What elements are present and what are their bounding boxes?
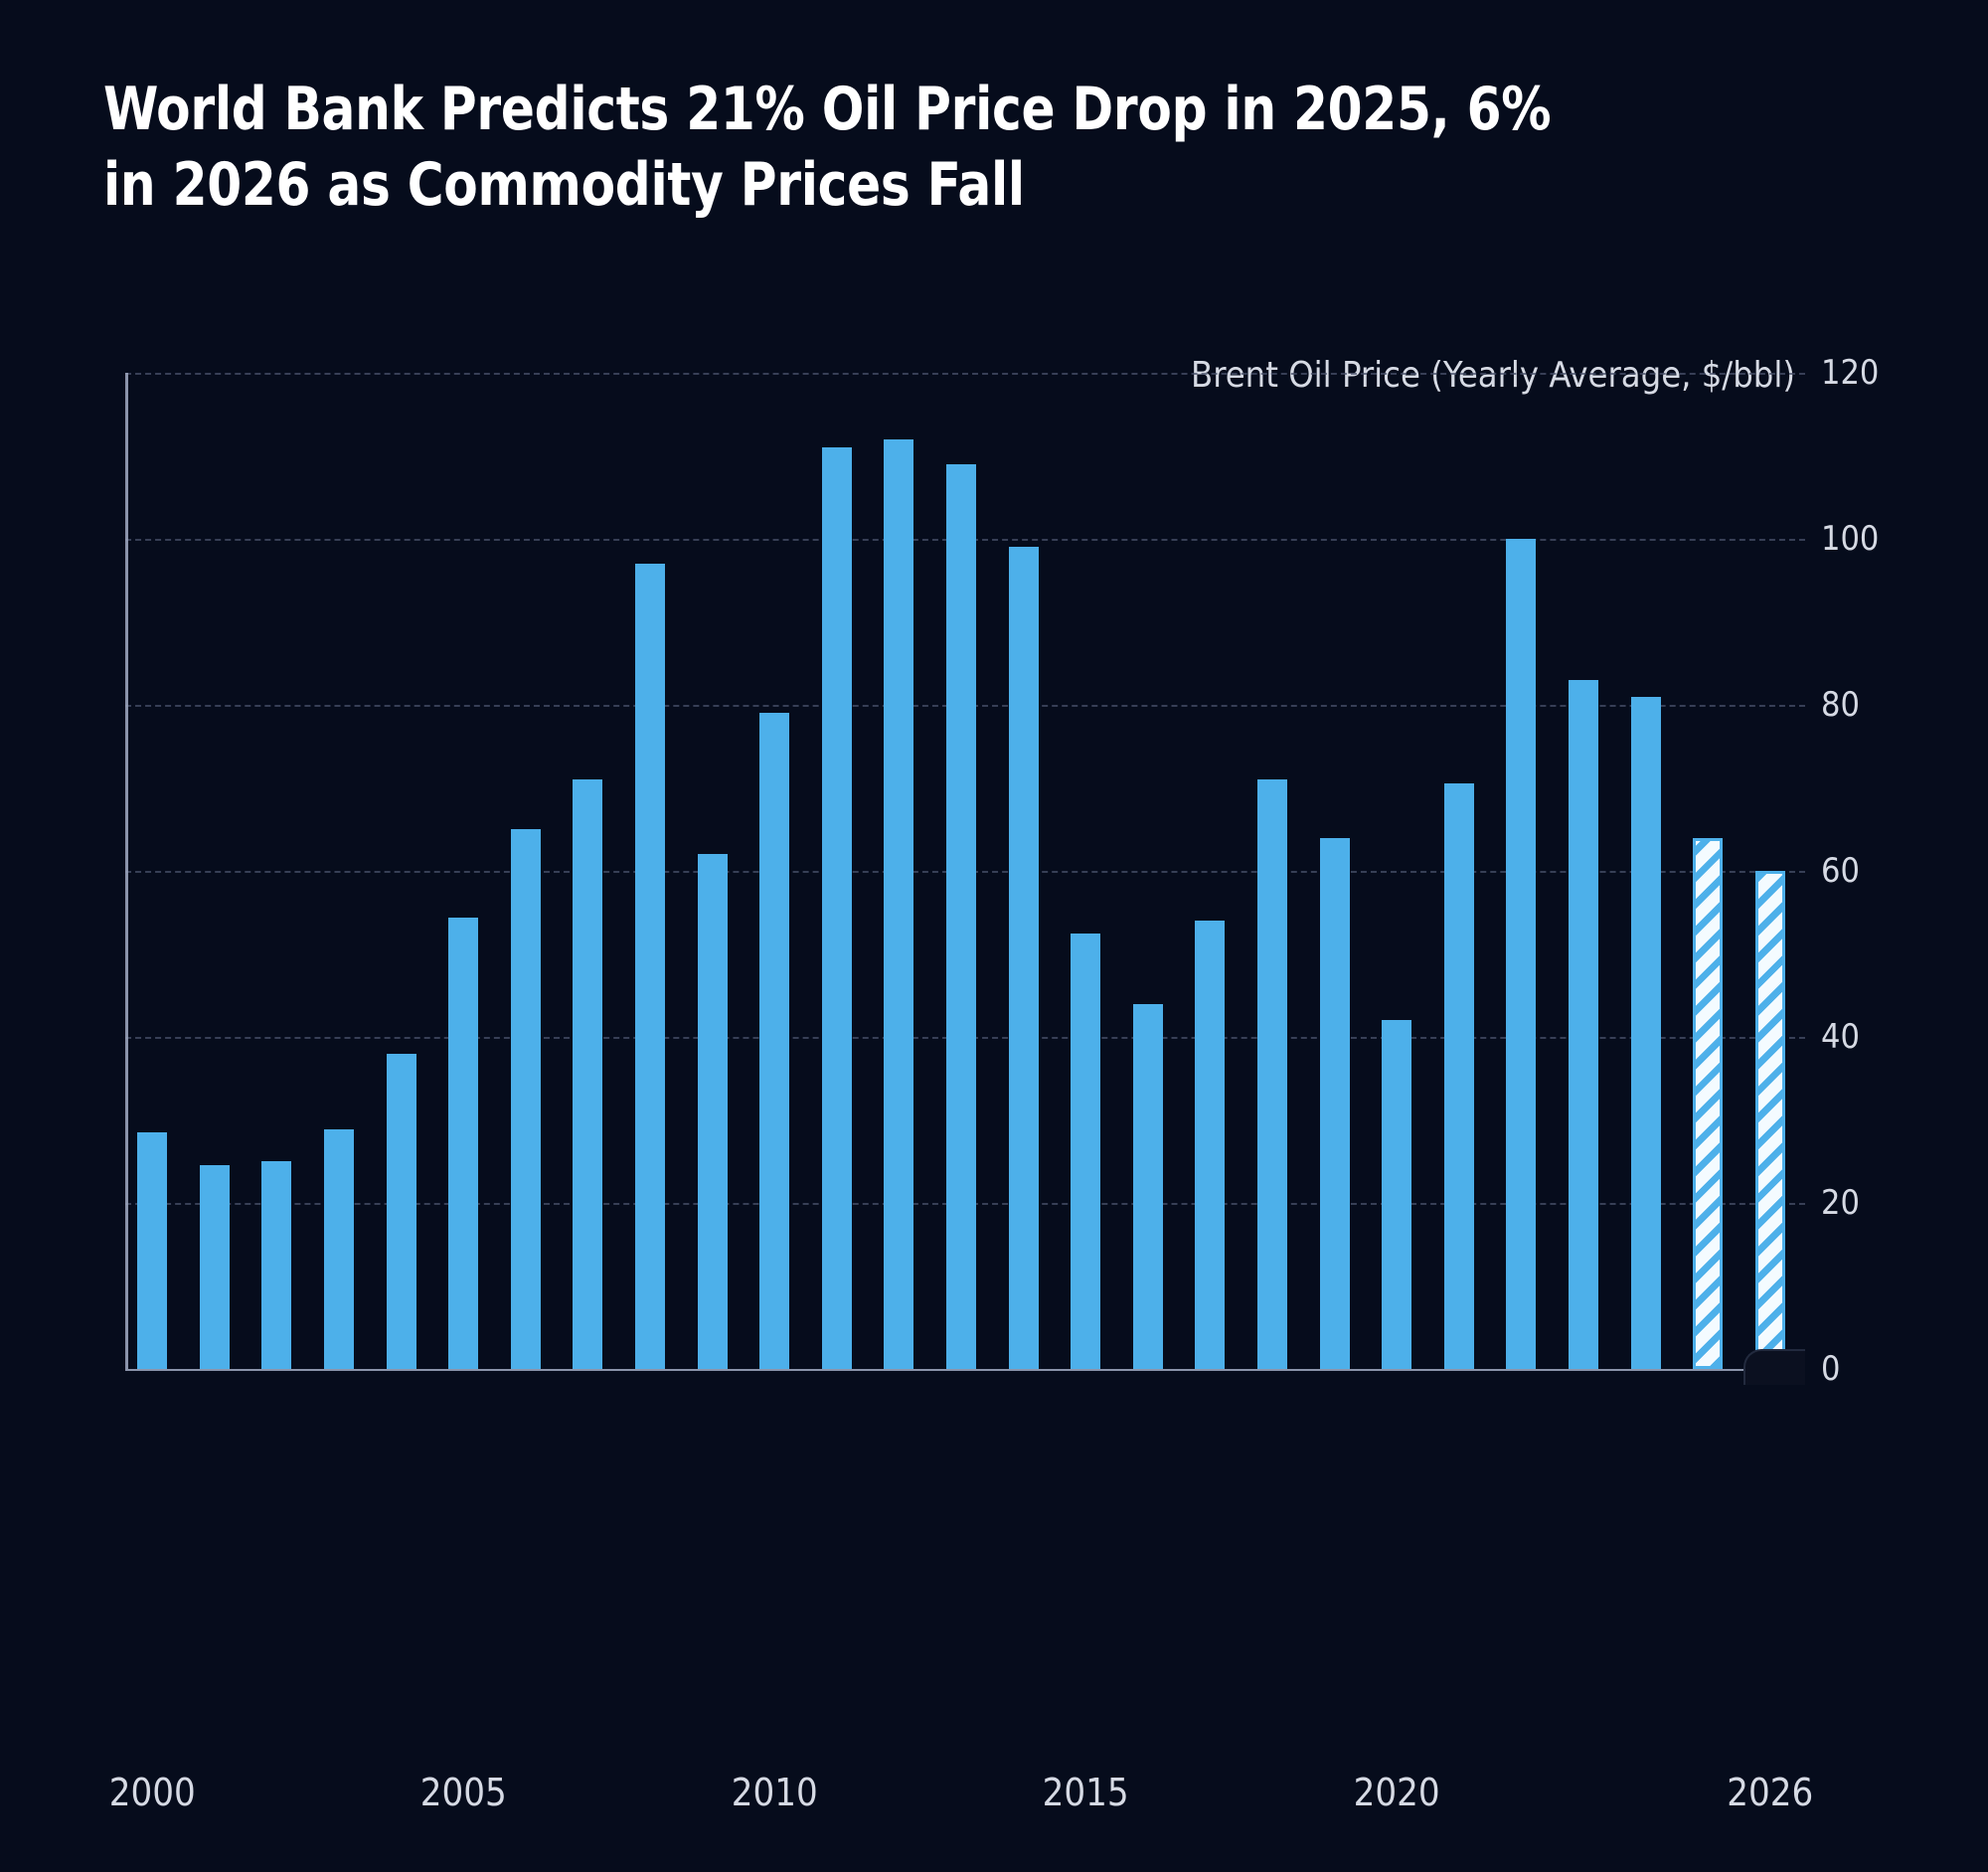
gridline-120 bbox=[125, 373, 1805, 375]
page-title: World Bank Predicts 21% Oil Price Drop i… bbox=[103, 72, 1813, 223]
title-line-1: World Bank Predicts 21% Oil Price Drop i… bbox=[103, 75, 1552, 144]
series-label: Brent Oil Price (Yearly Average, $/bbl) bbox=[1177, 356, 1805, 396]
x-tick-label-2000: 2000 bbox=[108, 1771, 196, 1814]
y-tick-label-120: 120 bbox=[1821, 353, 1880, 393]
bar-2020[interactable] bbox=[1382, 1020, 1412, 1369]
bar-2024[interactable] bbox=[1630, 696, 1661, 1369]
bar-2022[interactable] bbox=[1506, 539, 1537, 1369]
bar-2021[interactable] bbox=[1443, 783, 1474, 1369]
bar-2003[interactable] bbox=[324, 1128, 355, 1369]
bar-2023[interactable] bbox=[1568, 679, 1598, 1369]
bar-2009[interactable] bbox=[697, 854, 728, 1369]
y-tick-label-0: 0 bbox=[1821, 1349, 1841, 1389]
y-tick-label-100: 100 bbox=[1821, 519, 1880, 559]
y-tick-label-40: 40 bbox=[1821, 1017, 1860, 1057]
bar-2025[interactable] bbox=[1693, 837, 1724, 1369]
bar-2015[interactable] bbox=[1071, 934, 1101, 1369]
bar-2014[interactable] bbox=[1008, 547, 1039, 1369]
title-line-2: in 2026 as Commodity Prices Fall bbox=[103, 150, 1025, 220]
x-tick-label-2026: 2026 bbox=[1727, 1771, 1814, 1814]
bar-2010[interactable] bbox=[759, 713, 790, 1369]
bar-2007[interactable] bbox=[573, 779, 603, 1369]
x-tick-label-2015: 2015 bbox=[1042, 1771, 1129, 1814]
bar-2004[interactable] bbox=[386, 1053, 416, 1369]
bar-2005[interactable] bbox=[448, 917, 479, 1369]
y-tick-label-20: 20 bbox=[1821, 1183, 1860, 1223]
bar-2013[interactable] bbox=[946, 463, 976, 1369]
bar-2011[interactable] bbox=[821, 447, 852, 1369]
gridline-0 bbox=[125, 1369, 1805, 1371]
bar-2019[interactable] bbox=[1319, 837, 1350, 1369]
bar-2018[interactable] bbox=[1256, 779, 1287, 1369]
bar-2000[interactable] bbox=[137, 1132, 168, 1369]
bar-2006[interactable] bbox=[510, 829, 541, 1369]
bar-2002[interactable] bbox=[261, 1161, 292, 1369]
y-tick-label-80: 80 bbox=[1821, 685, 1860, 725]
y-axis-spine bbox=[125, 373, 128, 1369]
bar-2012[interactable] bbox=[884, 438, 914, 1369]
bar-2017[interactable] bbox=[1195, 921, 1226, 1369]
x-tick-label-2020: 2020 bbox=[1353, 1771, 1440, 1814]
corner-badge bbox=[1743, 1349, 1805, 1385]
bar-2001[interactable] bbox=[199, 1165, 230, 1369]
bar-2026[interactable] bbox=[1754, 871, 1785, 1369]
bar-2016[interactable] bbox=[1132, 1003, 1163, 1369]
y-tick-label-60: 60 bbox=[1821, 851, 1860, 891]
bar-2008[interactable] bbox=[635, 564, 666, 1369]
x-tick-label-2005: 2005 bbox=[419, 1771, 507, 1814]
plot-area: 120 100 80 60 40 20 0 2000 2005 2010 2015 2020 2026 bbox=[109, 353, 1880, 1814]
x-tick-label-2010: 2010 bbox=[731, 1771, 818, 1814]
